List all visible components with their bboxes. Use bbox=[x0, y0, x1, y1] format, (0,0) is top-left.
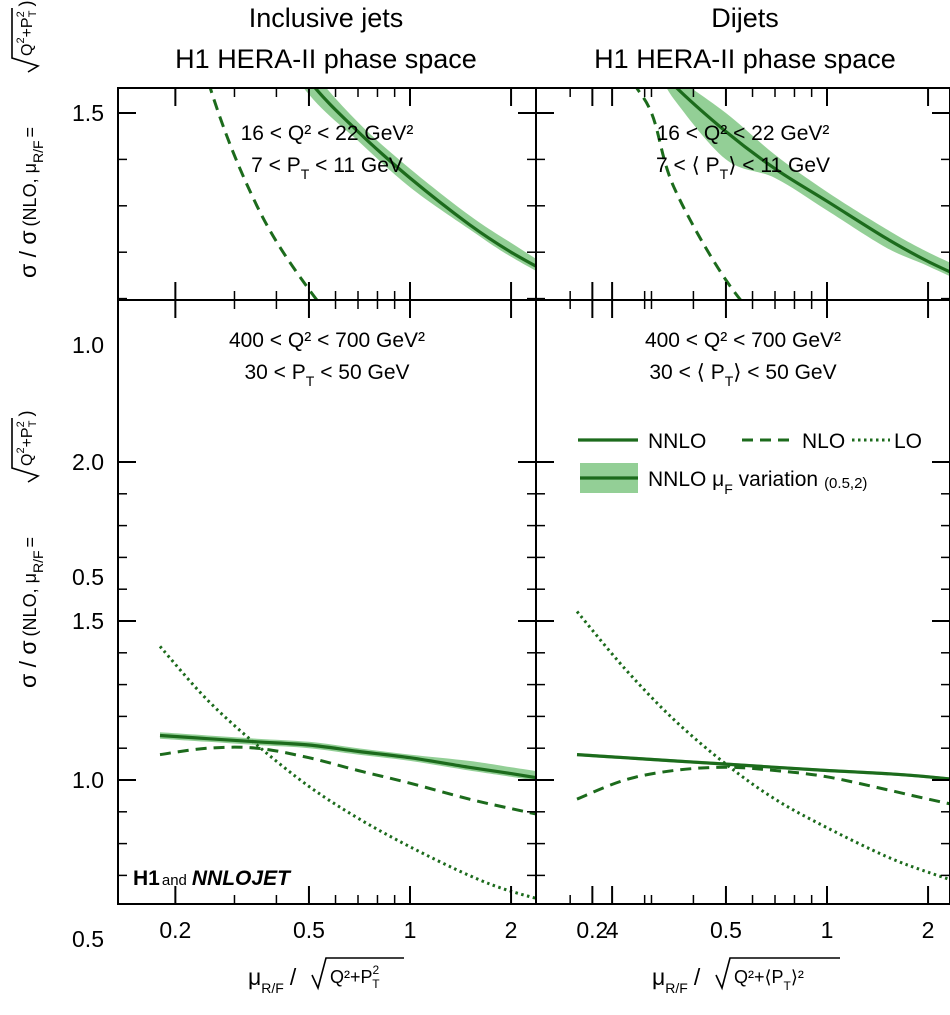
x-axis-label-left: μR/F / Q²+P2 T bbox=[248, 957, 404, 996]
x-tick-label: 1 bbox=[404, 917, 417, 943]
nnlo-line-panel-2 bbox=[674, 88, 950, 274]
panel-3-curves bbox=[158, 645, 536, 900]
y-tick-label: 1.5 bbox=[72, 100, 104, 126]
annotation-p2-pt: 7 < ⟨ PT⟩ < 11 GeV bbox=[656, 154, 830, 182]
panel-frame-bottom-left bbox=[117, 299, 537, 905]
y-tick-label: 2.0 bbox=[72, 449, 104, 475]
panel-frame-bottom-right bbox=[535, 299, 950, 905]
legend-nnlo-label: NNLO bbox=[648, 430, 706, 453]
nnlo-line-panel-4 bbox=[576, 753, 950, 781]
x-tick-label: 2 bbox=[505, 917, 518, 943]
title-left-line2: H1 HERA-II phase space bbox=[175, 44, 477, 74]
x-tick-label: 0.2 bbox=[576, 917, 608, 943]
title-right-line2: H1 HERA-II phase space bbox=[594, 44, 896, 74]
x-tick-label: 1 bbox=[821, 917, 834, 943]
x-tick-label: 4 bbox=[606, 917, 619, 943]
x-tick-label: 0.2 bbox=[159, 917, 191, 943]
annotation-p4-q2: 400 < Q² < 700 GeV² bbox=[645, 329, 841, 352]
panel-frame-top-right bbox=[535, 87, 950, 301]
x-tick-label: 0.5 bbox=[293, 917, 325, 943]
title-left-line1: Inclusive jets bbox=[249, 3, 404, 33]
x-tick-label: 0.5 bbox=[710, 917, 742, 943]
y-tick-label: 0.5 bbox=[72, 564, 104, 590]
legend-nlo-label: NLO bbox=[802, 430, 845, 453]
svg-text:σ / σ(NLO, μR/F=: σ / σ(NLO, μR/F= bbox=[15, 537, 46, 688]
svg-text:σ / σ(NLO, μR/F=: σ / σ(NLO, μR/F= bbox=[15, 127, 46, 278]
panel-frame-top-left bbox=[117, 87, 537, 301]
nnlo-line-panel-1 bbox=[313, 88, 536, 269]
nnlo-band-panel-3 bbox=[160, 732, 536, 781]
annotation-p4-pt: 30 < ⟨ PT⟩ < 50 GeV bbox=[649, 361, 836, 389]
legend-band-label: NNLO μF variation (0.5,2) bbox=[648, 468, 867, 497]
annotation-p1-q2: 16 < Q² < 22 GeV² bbox=[241, 122, 414, 145]
nlo-line-panel-3 bbox=[159, 745, 536, 816]
y-tick-label: 0.5 bbox=[72, 926, 104, 952]
legend-lo-label: LO bbox=[894, 430, 922, 453]
x-axis-label-right: μR/F / Q²+⟨PT⟩² bbox=[652, 957, 840, 996]
chart-curves bbox=[158, 88, 950, 900]
legend: NNLO NLO LO NNLO μF variation (0.5,2) bbox=[578, 430, 922, 497]
svg-text:Q2+P2T): Q2+P2T) bbox=[15, 1, 39, 56]
lo-line-panel-1 bbox=[160, 595, 659, 633]
annotation-p2-q2: 16 < Q² < 22 GeV² bbox=[657, 122, 830, 145]
nlo-line-panel-4 bbox=[576, 765, 950, 806]
svg-text:μR/F/: μR/F / bbox=[652, 964, 701, 996]
lo-line-panel-4 bbox=[575, 610, 950, 882]
svg-text:μR/F/: μR/F / bbox=[248, 964, 297, 996]
panel-4-curves bbox=[575, 610, 950, 882]
x-tick-label: 2 bbox=[922, 917, 935, 943]
axis-ticks bbox=[118, 88, 950, 904]
logo-text: H1 and NNLOJET bbox=[133, 867, 292, 890]
nnlo-band-panel-2 bbox=[666, 88, 950, 277]
annotation-p1-pt: 7 < PT < 11 GeV bbox=[251, 154, 403, 182]
annotation-p3-q2: 400 < Q² < 700 GeV² bbox=[229, 329, 425, 352]
y-tick-label: 1.0 bbox=[72, 332, 104, 358]
svg-text:Q2+P2T): Q2+P2T) bbox=[15, 411, 39, 466]
y-axis-label-bottom: σ / σ(NLO, μR/F= Q2+P2T) bbox=[11, 411, 46, 688]
panel-1-curves bbox=[160, 88, 659, 633]
title-right-line1: Dijets bbox=[711, 3, 779, 33]
annotation-p3-pt: 30 < PT < 50 GeV bbox=[244, 361, 409, 389]
y-axis-label-top: σ / σ(NLO, μR/F= Q2+P2T) bbox=[11, 1, 46, 278]
y-tick-label: 1.0 bbox=[72, 767, 104, 793]
panel-2-curves bbox=[577, 88, 950, 618]
lo-line-panel-2 bbox=[577, 576, 950, 618]
y-tick-label: 1.5 bbox=[72, 608, 104, 634]
nnlo-line-panel-3 bbox=[159, 733, 536, 780]
svg-text:Q²+P2T: Q²+P2 T bbox=[330, 963, 380, 991]
svg-text:Q²+⟨PT⟩²: Q²+⟨PT⟩² bbox=[734, 967, 804, 993]
